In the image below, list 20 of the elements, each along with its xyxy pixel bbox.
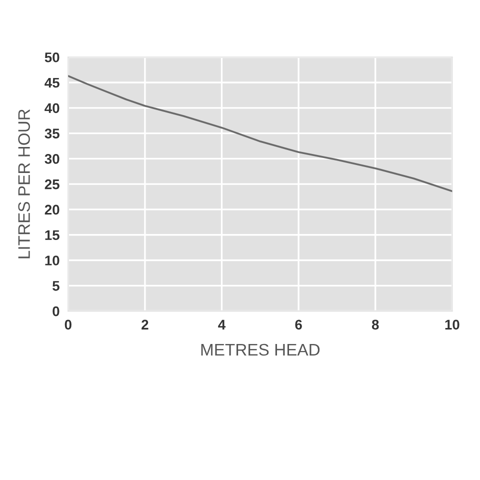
y-tick-label: 50: [44, 52, 60, 62]
line-series: [68, 75, 452, 192]
y-tick-label: 45: [44, 78, 60, 88]
y-tick-label: 15: [45, 230, 60, 240]
y-tick-label: 10: [45, 256, 60, 266]
y-tick-label: 25: [44, 179, 60, 190]
x-tick-label: 6: [295, 320, 302, 330]
x-tick-label: 0: [64, 320, 72, 330]
y-tick-label: 5: [52, 281, 60, 291]
y-tick-label: 35: [44, 128, 60, 138]
y-tick-label: 0: [52, 306, 60, 316]
x-tick-label: 2: [142, 320, 148, 330]
y-axis-title: LITRES PER HOUR: [18, 109, 30, 258]
x-tick-label: 8: [372, 320, 379, 330]
x-axis-title: METRES HEAD: [201, 344, 320, 356]
y-tick-label: 30: [44, 154, 60, 164]
x-tick-label: 4: [218, 320, 226, 330]
y-tick-label: 40: [44, 103, 60, 114]
y-tick-label: 20: [44, 204, 60, 215]
x-tick-label: 10: [445, 320, 460, 330]
